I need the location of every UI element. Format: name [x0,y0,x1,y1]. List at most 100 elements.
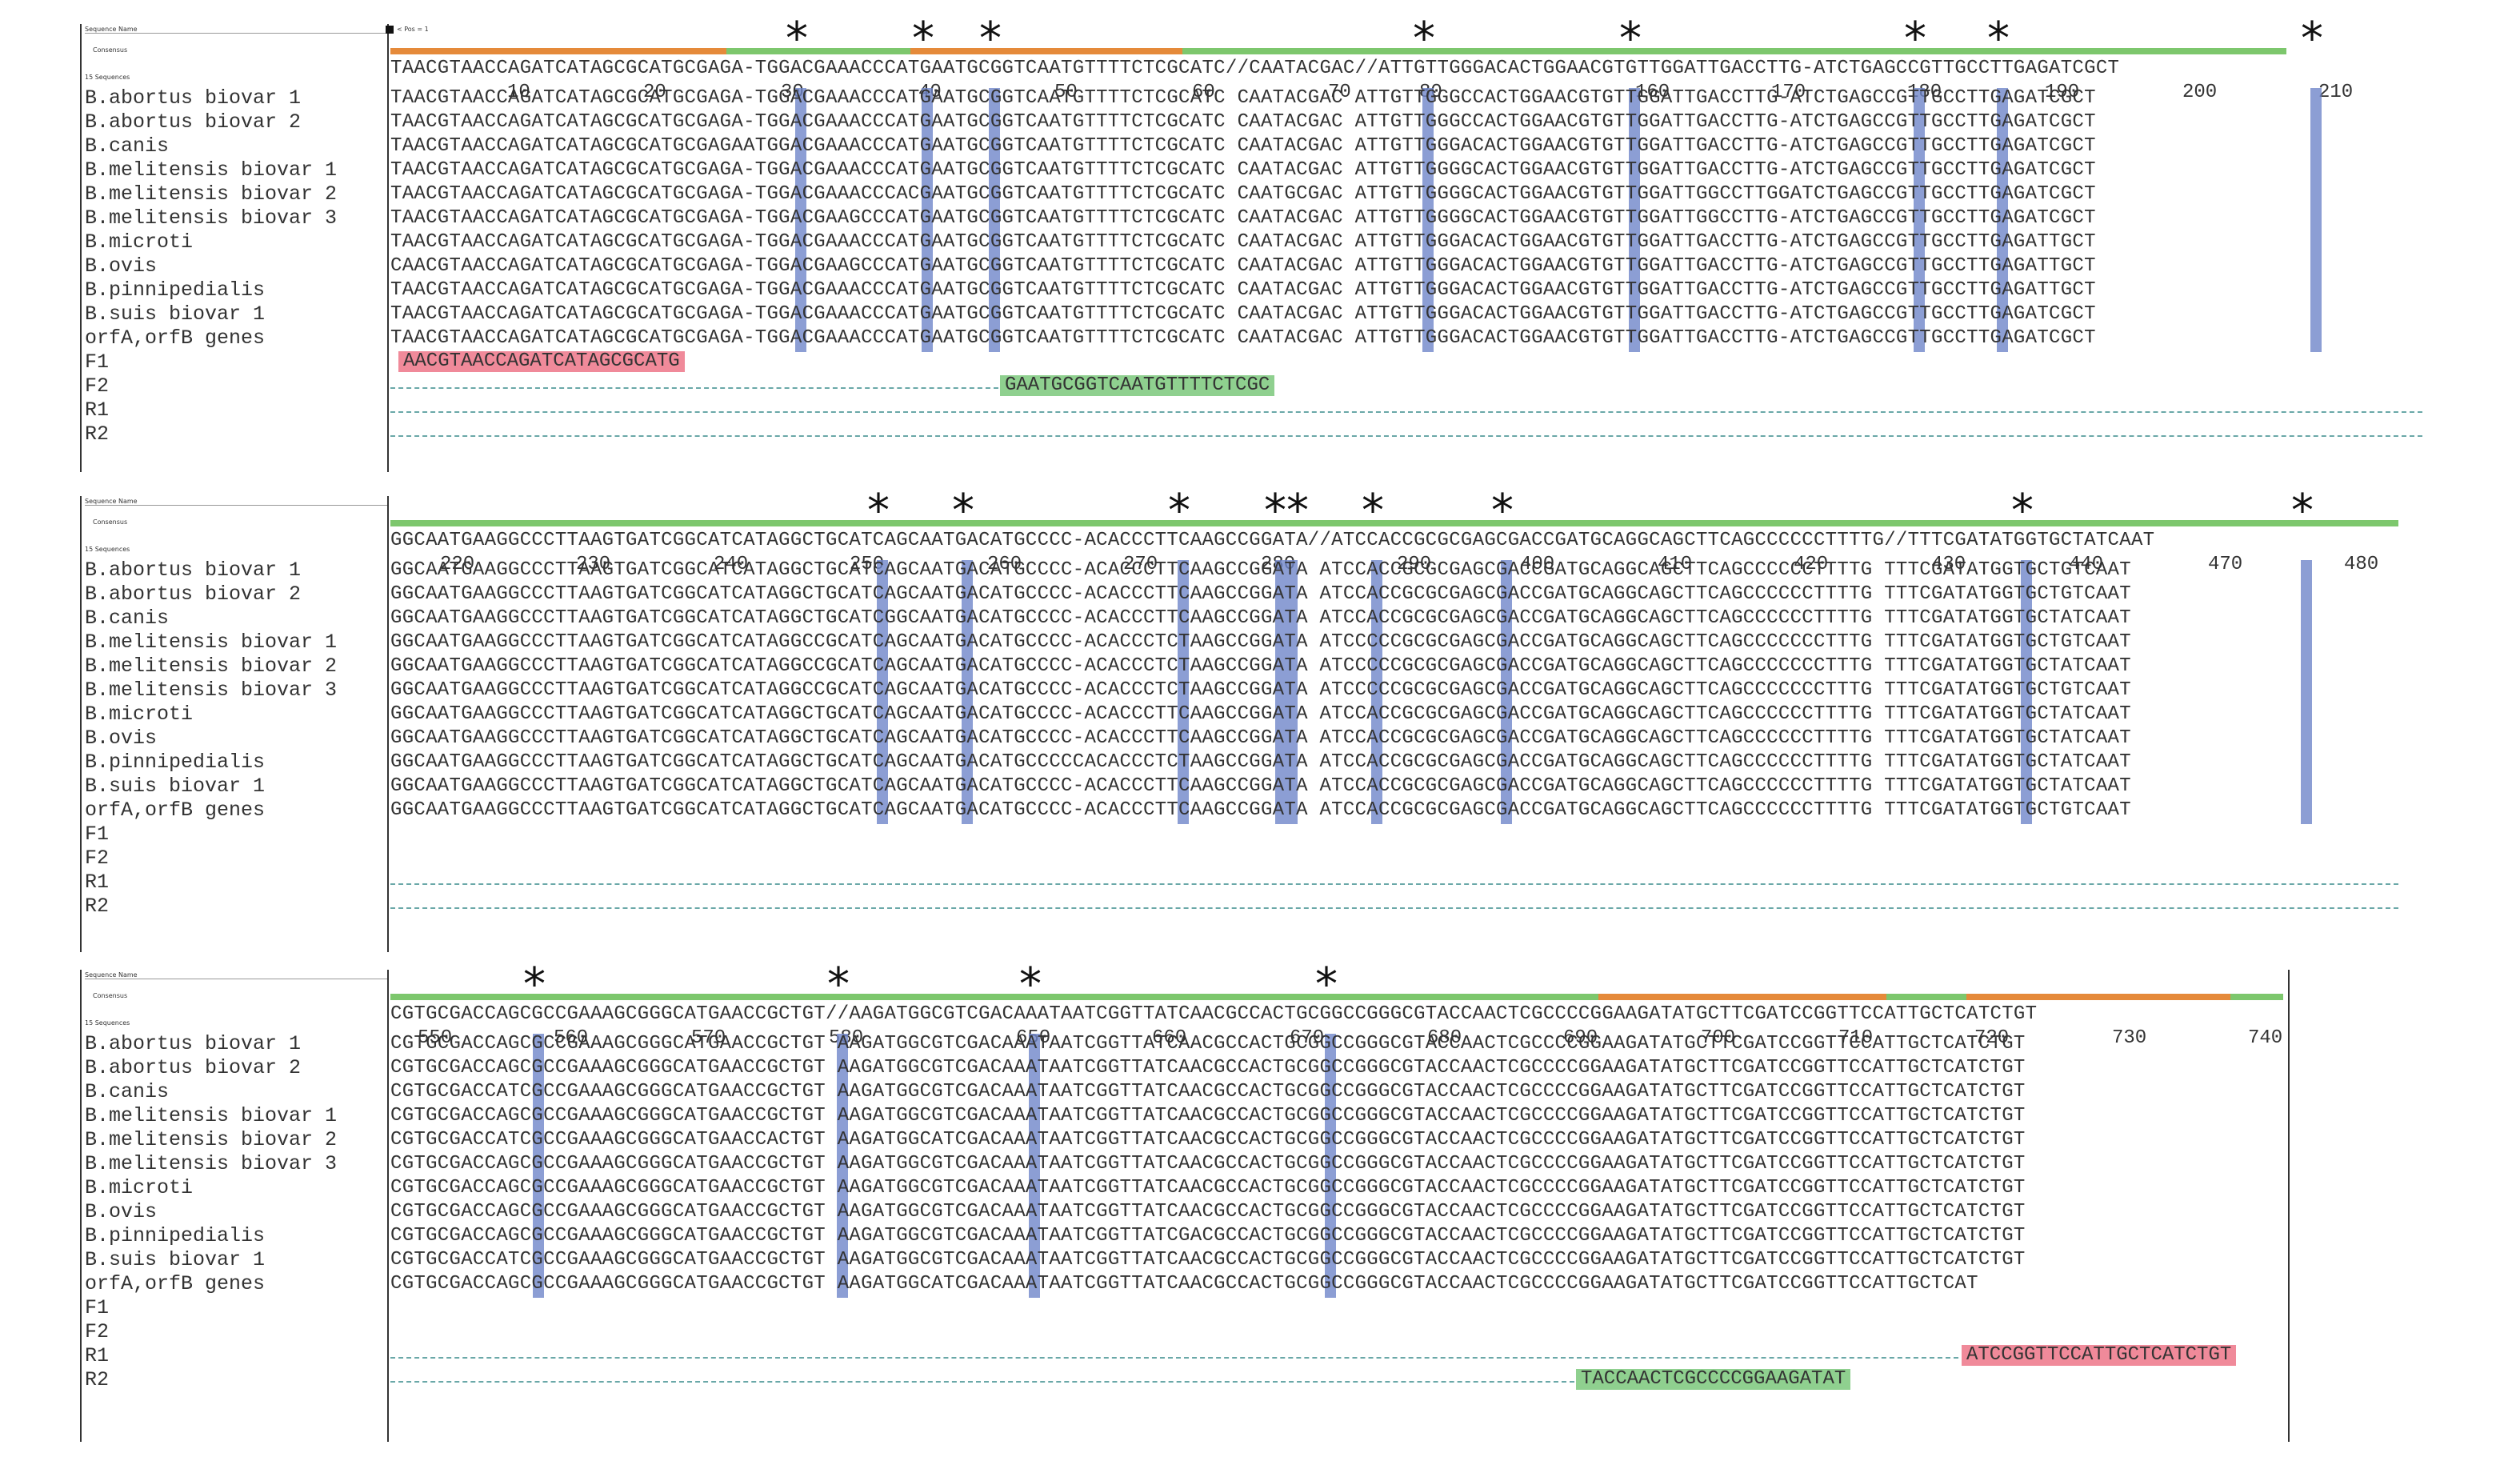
seq-name[interactable]: B.suis biovar 1 [85,1248,266,1271]
seq-name[interactable]: B.suis biovar 1 [85,302,266,326]
seq-name[interactable]: R1 [85,871,110,894]
seq-name[interactable]: R2 [85,895,110,918]
seq-name[interactable]: orfA,orfB genes [85,326,266,350]
position-marker[interactable] [386,26,394,34]
snp-star-icon: * [2301,13,2323,65]
position-ruler: 550 560 570 580 650 660 670 680 690 700 … [387,1027,2288,1055]
seq-name[interactable]: orfA,orfB genes [85,799,266,822]
seq-name[interactable]: B.abortus biovar 2 [85,1056,302,1079]
seq-name[interactable]: B.melitensis biovar 2 [85,182,338,206]
consensus-label: Consensus [93,518,128,526]
snp-star-icon: * [1264,485,1286,537]
sequence-row: TAACGTAACCAGATCATAGCGCATGCGAGA-TGGACGAAA… [390,303,2096,325]
sequence-row: GGCAATGAAGGCCCTTAAGTGATCGGCATCATAGGCTGCA… [390,703,2131,725]
seq-name[interactable]: B.abortus biovar 1 [85,86,302,110]
sequence-row: CAACGTAACCAGATCATAGCGCATGCGAGA-TGGACGAAG… [390,255,2096,277]
seq-name[interactable]: B.canis [85,606,170,630]
ruler-tick: 270 [1123,554,1158,575]
snp-star-icon: * [2011,485,2034,537]
sequence-row: GGCAATGAAGGCCCTTAAGTGATCGGCATCATAGGCTGCA… [390,559,2131,581]
seq-name[interactable]: B.ovis [85,254,158,278]
snp-star-icon: * [2291,485,2314,537]
seq-name[interactable]: B.melitensis biovar 2 [85,1128,338,1151]
seq-name[interactable]: B.pinnipedialis [85,1224,266,1247]
snp-column-highlight [1629,88,1640,352]
snp-star-icon: * [912,13,934,65]
sequence-row: CGTGCGACCAGCGCCGAAAGCGGGCATGAACCGCTGT AA… [390,1177,2026,1199]
seq-name[interactable]: B.melitensis biovar 3 [85,678,338,702]
snp-column-highlight [962,560,973,824]
seq-name[interactable]: R1 [85,398,110,422]
sequence-row: TAACGTAACCAGATCATAGCGCATGCGAGA-TGGACGAAA… [390,183,2096,205]
sequence-row: GGCAATGAAGGCCCTTAAGTGATCGGCATCATAGGCTGCA… [390,607,2131,629]
alignment-gap-line [390,1357,1958,1359]
seq-name[interactable]: B.ovis [85,1200,158,1223]
r1-primer[interactable]: ATCCGGTTCCATTGCTCATCTGT [1962,1345,2237,1366]
seq-name[interactable]: B.microti [85,702,194,726]
seq-name[interactable]: B.abortus biovar 1 [85,558,302,582]
snp-star-icon: * [867,485,890,537]
consensus-bar [1886,994,1966,1000]
alignment-block-1: Sequence Name Consensus 15 Sequences B.a… [80,13,2422,472]
ruler-tick: 20 [643,82,666,103]
alignment-gap-line [390,411,2422,413]
snp-column-highlight [795,88,806,352]
sequence-row: CGTGCGACCAGCGCCGAAAGCGGGCATGAACCGCTGT AA… [390,1201,2026,1223]
seq-name[interactable]: B.melitensis biovar 1 [85,1104,338,1127]
seq-name[interactable]: B.suis biovar 1 [85,775,266,798]
ruler-tick: 230 [576,554,611,575]
seq-name[interactable]: B.abortus biovar 2 [85,582,302,606]
seq-name[interactable]: B.melitensis biovar 1 [85,630,338,654]
seq-name[interactable]: B.melitensis biovar 1 [85,158,338,182]
snp-column-highlight [922,88,933,352]
seq-name[interactable]: B.microti [85,230,194,254]
f2-primer[interactable]: GAATGCGGTCAATGTTTTCTCGC [1000,375,1275,396]
seq-name[interactable]: F2 [85,374,110,398]
seq-name[interactable]: F1 [85,350,110,374]
sequence-count-label: 15 Sequences [85,1019,130,1027]
seq-name[interactable]: B.abortus biovar 2 [85,110,302,134]
snp-star-icon: * [1362,485,1384,537]
alignment-gap-line [390,435,2422,437]
seq-name[interactable]: B.pinnipedialis [85,278,266,302]
consensus-sequence: TAACGTAACCAGATCATAGCGCATGCGAGA-TGGACGAAA… [390,58,2120,79]
snp-star-icon: * [786,13,808,65]
ruler-tick: 690 [1563,1027,1598,1049]
seq-name[interactable]: F2 [85,847,110,870]
seq-name[interactable]: R1 [85,1344,110,1367]
ruler-tick: 60 [1192,82,1215,103]
seq-name[interactable]: R2 [85,1368,110,1391]
sequence-row: TAACGTAACCAGATCATAGCGCATGCGAGA-TGGACGAAA… [390,159,2096,181]
alignment-block-2: Sequence Name Consensus 15 Sequences B.a… [80,485,2400,952]
seq-name[interactable]: B.melitensis biovar 2 [85,654,338,678]
seq-name[interactable]: B.melitensis biovar 3 [85,206,338,230]
r2-primer[interactable]: TACCAACTCGCCCCGGAAGATAT [1576,1369,1851,1390]
seq-name[interactable]: orfA,orfB genes [85,1272,266,1295]
seq-name[interactable]: R2 [85,422,110,446]
snp-star-icon: * [1904,13,1926,65]
ruler-tick: 550 [418,1027,453,1049]
ruler-tick: 160 [1635,82,1670,103]
ruler-tick: 410 [1658,554,1693,575]
seq-name[interactable]: B.melitensis biovar 3 [85,1152,338,1175]
seq-name[interactable]: F1 [85,823,110,846]
sequence-row: GGCAATGAAGGCCCTTAAGTGATCGGCATCATAGGCTGCA… [390,775,2131,797]
seq-name[interactable]: B.canis [85,134,170,158]
seq-name[interactable]: F2 [85,1320,110,1343]
seq-name[interactable]: B.microti [85,1176,194,1199]
seq-name[interactable]: B.pinnipedialis [85,751,266,774]
sequence-name-label: Sequence Name [85,498,387,506]
sequence-row: CGTGCGACCATCGCCGAAAGCGGGCATGAACCGCTGT AA… [390,1249,2026,1271]
f1-primer[interactable]: AACGTAACCAGATCATAGCGCATG [398,351,685,372]
seq-name[interactable]: B.canis [85,1080,170,1103]
sequence-row: TAACGTAACCAGATCATAGCGCATGCGAGA-TGGACGAAA… [390,111,2096,133]
seq-name[interactable]: B.abortus biovar 1 [85,1032,302,1055]
sequence-row: TAACGTAACCAGATCATAGCGCATGCGAGAATGGACGAAA… [390,135,2096,157]
seq-name[interactable]: B.ovis [85,726,158,750]
sequence-row: CGTGCGACCAGCGCCGAAAGCGGGCATGAACCGCTGT AA… [390,1033,2026,1055]
ruler-tick: 670 [1290,1027,1325,1049]
alignment-gap-line [390,1381,1574,1383]
sequence-row: GGCAATGAAGGCCCTTAAGTGATCGGCATCATAGGCCGCA… [390,679,2131,701]
seq-name[interactable]: F1 [85,1296,110,1319]
consensus-bar [910,48,1182,54]
